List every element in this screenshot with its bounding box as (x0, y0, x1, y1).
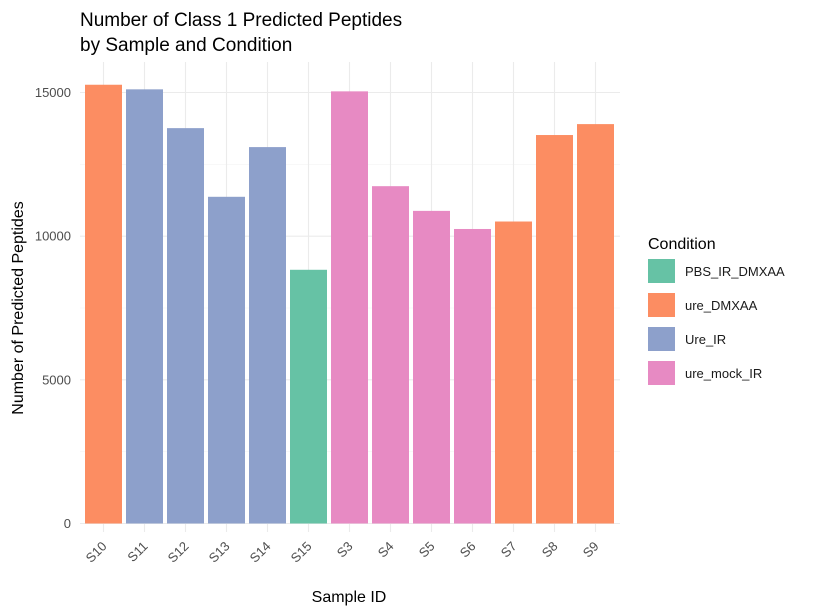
y-axis-title: Number of Predicted Peptides (10, 201, 27, 414)
bar-s14 (249, 147, 286, 524)
legend-swatch (648, 293, 675, 317)
x-tick-label: S15 (288, 539, 315, 566)
x-tick-label: S14 (247, 539, 274, 566)
bar-s12 (167, 128, 204, 524)
bar-s11 (126, 89, 163, 524)
chart-title-line-2: by Sample and Condition (80, 35, 292, 56)
x-tick-label: S6 (457, 539, 479, 561)
y-axis-ticks: 0 5000 10000 15000 (35, 85, 71, 531)
x-axis-title: Sample ID (312, 589, 387, 606)
chart-title-line-1: Number of Class 1 Predicted Peptides (80, 10, 402, 31)
legend-entry-label: ure_DMXAA (685, 298, 758, 313)
legend-swatch (648, 361, 675, 385)
x-tick-label: S13 (206, 539, 233, 566)
legend: Condition PBS_IR_DMXAA ure_DMXAA Ure_IRure… (648, 236, 785, 385)
y-tick-label: 0 (64, 516, 71, 531)
x-tick-label: S5 (416, 539, 438, 561)
x-tick-label: S9 (580, 539, 602, 561)
x-axis-ticks: S10 S11 S12 S13 S14 S15 S3 S4 S5 S6 S7 S8 S9 (83, 539, 602, 566)
bar-s5 (413, 210, 450, 524)
legend-entry-label: PBS_IR_DMXAA (685, 264, 785, 279)
bar-s8 (536, 135, 573, 524)
bar-s13 (208, 196, 245, 524)
bars (85, 84, 614, 524)
y-tick-label: 5000 (42, 372, 71, 387)
legend-entry-label: Ure_IR (685, 332, 726, 347)
legend-entry-label: ure_mock_IR (685, 366, 762, 381)
bar-s10 (85, 84, 122, 524)
bar-s15 (290, 269, 327, 524)
legend-swatch (648, 259, 675, 283)
x-tick-label: S7 (498, 539, 520, 561)
x-tick-label: S3 (334, 539, 356, 561)
legend-title: Condition (648, 236, 716, 253)
x-tick-label: S8 (539, 539, 561, 561)
bar-s7 (495, 221, 532, 524)
x-tick-label: S12 (165, 539, 192, 566)
bar-s4 (372, 186, 409, 524)
bar-s6 (454, 228, 491, 524)
y-tick-label: 10000 (35, 229, 71, 244)
x-tick-label: S4 (375, 539, 397, 561)
x-tick-label: S11 (124, 539, 150, 565)
y-tick-label: 15000 (35, 85, 71, 100)
legend-swatch (648, 327, 675, 351)
bar-s3 (331, 91, 368, 524)
x-tick-label: S10 (83, 539, 110, 566)
bar-s9 (577, 124, 614, 524)
